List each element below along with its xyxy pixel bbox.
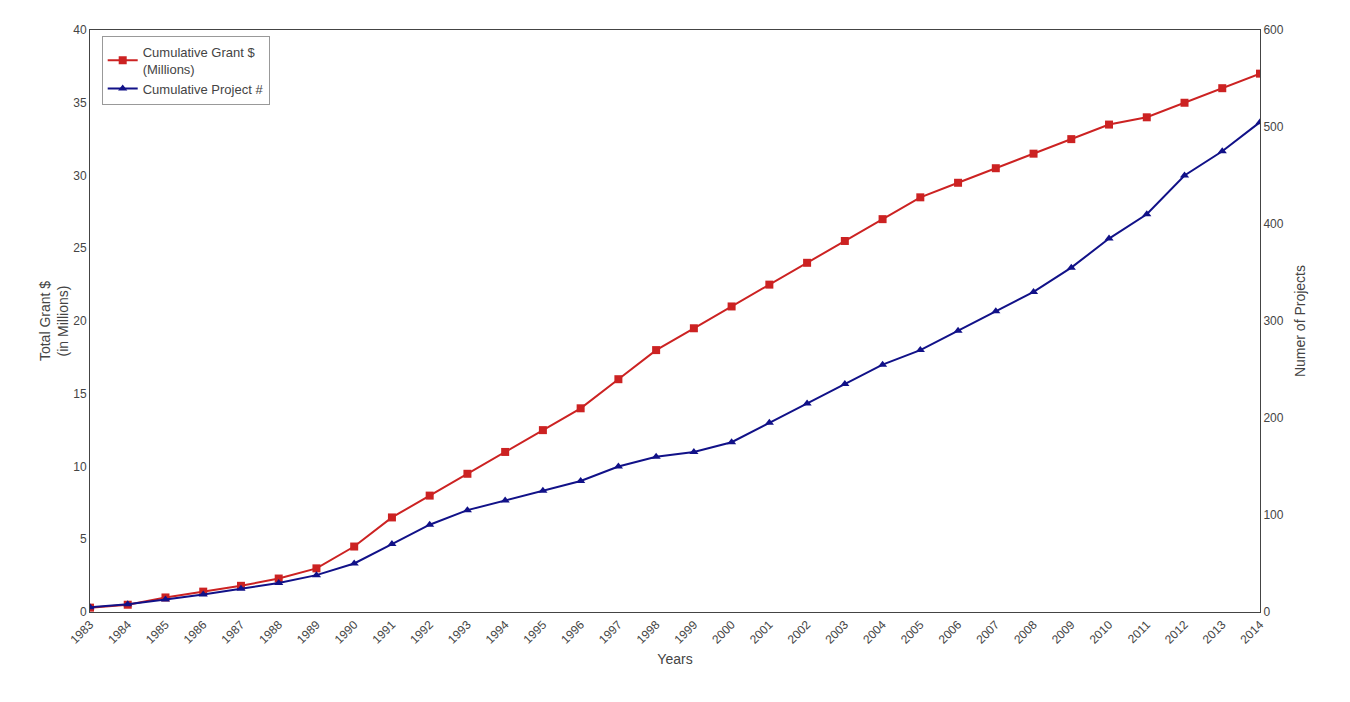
svg-text:1983: 1983 (68, 618, 97, 647)
svg-text:300: 300 (1263, 314, 1283, 328)
svg-text:500: 500 (1263, 120, 1283, 134)
svg-text:1984: 1984 (105, 618, 134, 647)
svg-text:1988: 1988 (256, 618, 285, 647)
svg-text:25: 25 (73, 241, 87, 255)
svg-text:1991: 1991 (370, 618, 399, 647)
svg-text:1994: 1994 (483, 618, 512, 647)
svg-text:2006: 2006 (936, 618, 965, 647)
svg-text:30: 30 (73, 169, 87, 183)
svg-text:1997: 1997 (596, 618, 625, 647)
svg-text:1993: 1993 (445, 618, 474, 647)
svg-text:1992: 1992 (407, 618, 436, 647)
svg-text:1986: 1986 (181, 618, 210, 647)
svg-text:0: 0 (80, 605, 87, 619)
svg-text:1996: 1996 (558, 618, 587, 647)
svg-text:2012: 2012 (1162, 618, 1191, 647)
svg-text:5: 5 (80, 532, 87, 546)
svg-text:2002: 2002 (785, 618, 814, 647)
svg-text:2001: 2001 (747, 618, 776, 647)
svg-text:2007: 2007 (973, 618, 1002, 647)
svg-text:2005: 2005 (898, 618, 927, 647)
svg-text:2014: 2014 (1238, 618, 1267, 647)
svg-text:2004: 2004 (860, 618, 889, 647)
svg-text:600: 600 (1263, 23, 1283, 37)
svg-text:1998: 1998 (634, 618, 663, 647)
svg-text:20: 20 (73, 314, 87, 328)
svg-text:Cumulative Grant $(Millions): Cumulative Grant $(Millions) (143, 45, 256, 77)
svg-text:2013: 2013 (1200, 618, 1229, 647)
svg-text:1995: 1995 (520, 618, 549, 647)
svg-text:Years: Years (657, 651, 692, 667)
svg-text:2011: 2011 (1125, 618, 1153, 646)
svg-text:2000: 2000 (709, 618, 738, 647)
svg-text:100: 100 (1263, 508, 1283, 522)
svg-text:40: 40 (73, 23, 87, 37)
svg-text:1987: 1987 (219, 618, 248, 647)
svg-text:2010: 2010 (1087, 618, 1116, 647)
svg-text:Total Grant $(in Millions): Total Grant $(in Millions) (37, 281, 71, 361)
svg-text:Cumulative Project #: Cumulative Project # (143, 82, 264, 97)
svg-text:1990: 1990 (332, 618, 361, 647)
svg-text:2003: 2003 (822, 618, 851, 647)
svg-text:2008: 2008 (1011, 618, 1040, 647)
svg-text:15: 15 (73, 387, 87, 401)
svg-text:2009: 2009 (1049, 618, 1078, 647)
svg-text:200: 200 (1263, 411, 1283, 425)
svg-text:1999: 1999 (671, 618, 700, 647)
svg-text:1985: 1985 (143, 618, 172, 647)
svg-text:10: 10 (73, 460, 87, 474)
svg-text:Numer of Projects: Numer of Projects (1292, 265, 1308, 377)
svg-text:400: 400 (1263, 217, 1283, 231)
svg-text:1989: 1989 (294, 618, 323, 647)
svg-text:35: 35 (73, 96, 87, 110)
svg-text:0: 0 (1263, 605, 1270, 619)
